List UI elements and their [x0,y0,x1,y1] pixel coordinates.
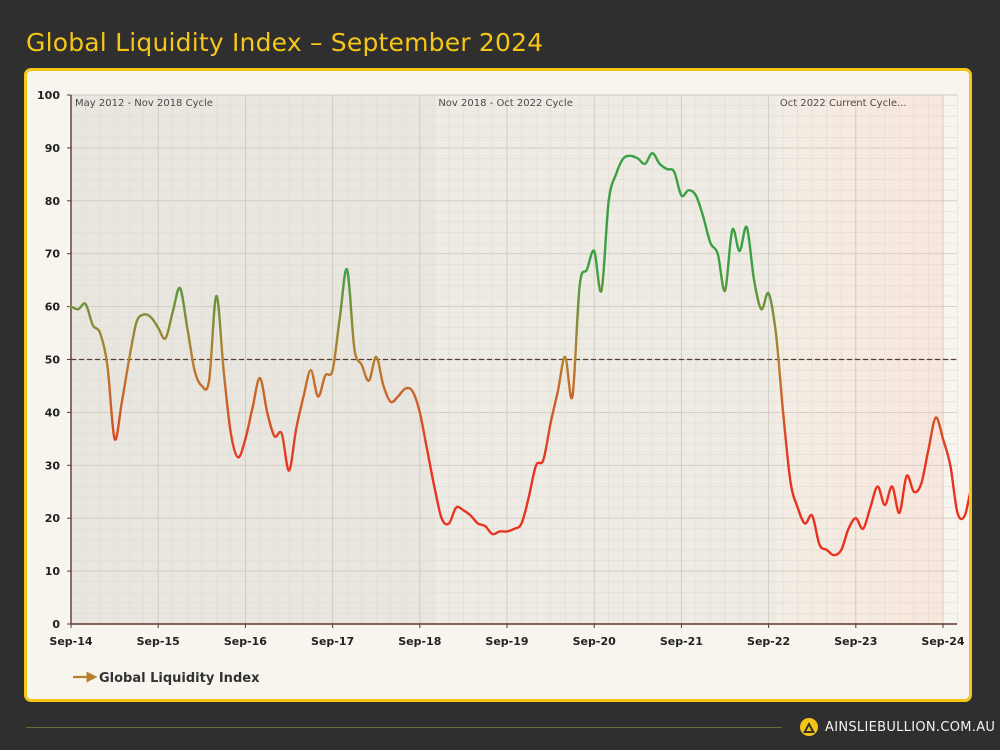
legend-label: Global Liquidity Index [99,671,260,686]
x-tick-label: Sep-19 [485,635,528,648]
brand-url: AINSLIEBULLION.COM.AU [825,719,996,735]
x-tick-label: Sep-24 [921,635,964,648]
cycle-region-label: May 2012 - Nov 2018 Cycle [75,98,213,109]
x-tick-label: Sep-18 [398,635,441,648]
y-tick-label: 0 [52,618,60,631]
x-tick-label: Sep-22 [747,635,790,648]
chart-panel: May 2012 - Nov 2018 Cycle Nov 2018 - Oct … [24,68,972,702]
y-tick-label: 70 [45,248,61,261]
x-tick-label: Sep-14 [49,635,92,648]
x-tick-label: Sep-20 [573,635,616,648]
x-tick-label: Sep-17 [311,635,354,648]
cycle-region-label: Nov 2018 - Oct 2022 Cycle [438,98,573,109]
x-tick-label: Sep-21 [660,635,703,648]
y-tick-label: 50 [45,354,61,367]
ainslie-logo-icon [800,718,818,736]
cycle-region-label: Oct 2022 Current Cycle... [780,98,907,109]
footer-divider [26,727,782,728]
x-tick-label: Sep-23 [834,635,877,648]
y-tick-label: 40 [45,406,61,419]
y-tick-label: 60 [45,301,61,314]
chart-title: Global Liquidity Index – September 2024 [26,28,544,57]
y-tick-label: 30 [45,459,61,472]
y-tick-label: 100 [37,89,60,102]
y-tick-label: 90 [45,142,61,155]
y-tick-label: 20 [45,512,61,525]
series-line [69,152,969,557]
liquidity-chart: May 2012 - Nov 2018 Cycle Nov 2018 - Oct … [37,89,969,686]
y-tick-label: 80 [45,195,61,208]
x-tick-label: Sep-16 [224,635,267,648]
brand[interactable]: AINSLIEBULLION.COM.AU [800,717,995,737]
y-tick-label: 10 [45,565,61,578]
x-tick-label: Sep-15 [137,635,180,648]
